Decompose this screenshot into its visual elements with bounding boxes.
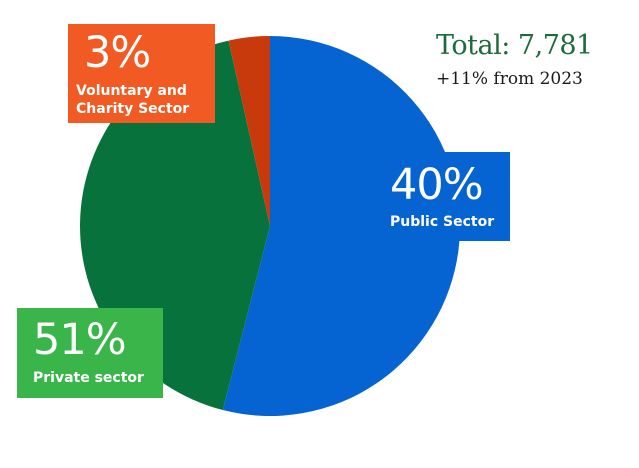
private-sector-label-box: 51% Private sector <box>17 308 163 398</box>
public-sector-percent: 40% <box>390 160 484 210</box>
voluntary-sector-label-box: 3% Voluntary and Charity Sector <box>68 24 215 123</box>
private-sector-name: Private sector <box>33 370 144 386</box>
pie-slice-voluntary <box>228 36 270 226</box>
public-sector-label-box: 40% Public Sector <box>363 152 510 241</box>
total-count: Total: 7,781 <box>436 30 593 61</box>
private-sector-percent: 51% <box>33 315 127 365</box>
year-change: +11% from 2023 <box>436 69 583 89</box>
voluntary-sector-name-line1: Voluntary and <box>76 83 187 99</box>
voluntary-sector-name-line2: Charity Sector <box>76 101 190 117</box>
voluntary-sector-percent: 3% <box>84 28 151 78</box>
pie-slice-public <box>222 36 461 416</box>
public-sector-name: Public Sector <box>390 214 495 230</box>
